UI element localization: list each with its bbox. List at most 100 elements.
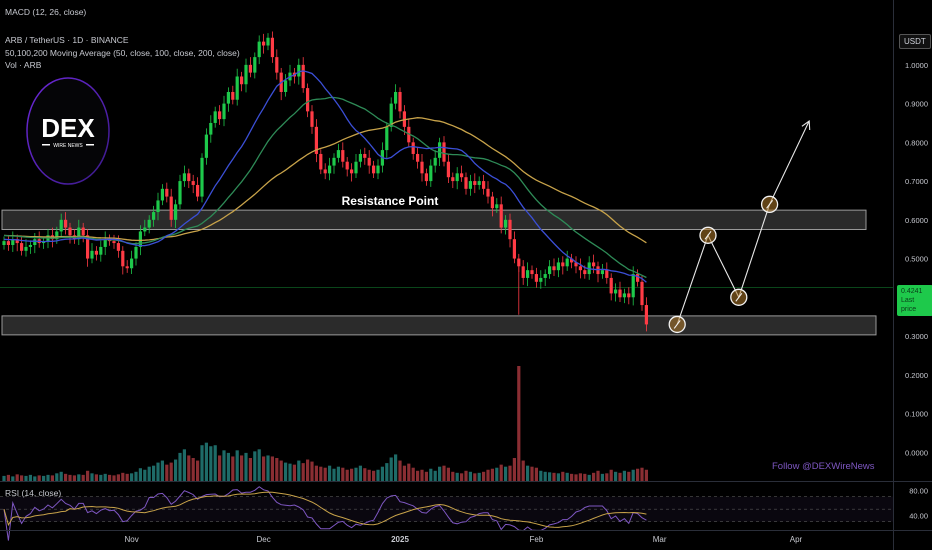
candle-body xyxy=(328,165,332,174)
candle-body xyxy=(477,181,481,185)
volume-bar xyxy=(596,470,600,481)
volume-bar xyxy=(204,442,208,481)
candle-body xyxy=(530,270,534,275)
volume-bar xyxy=(526,465,530,481)
volume-bar xyxy=(644,469,648,481)
y-tick-label: 0.6000 xyxy=(905,216,928,225)
x-tick-label: Nov xyxy=(124,535,138,544)
candle-body xyxy=(174,204,178,220)
candle-body xyxy=(310,111,314,127)
candle-body xyxy=(424,173,428,182)
candle-body xyxy=(508,219,512,240)
volume-bar xyxy=(451,471,455,481)
legend-macd[interactable]: MACD (12, 26, close) xyxy=(5,7,87,17)
legend-moving-average[interactable]: 50,100,200 Moving Average (50, close, 10… xyxy=(5,48,240,58)
candle-body xyxy=(2,241,6,245)
resistance-label: Resistance Point xyxy=(342,194,439,208)
volume-bar xyxy=(138,468,142,481)
volume-bar xyxy=(336,466,340,481)
projection-marker-stroke xyxy=(673,320,681,329)
candle-body xyxy=(209,122,213,135)
volume-bar xyxy=(622,470,626,481)
volume-bar xyxy=(570,473,574,481)
volume-bar xyxy=(292,464,296,481)
logo-wordmark: DEX xyxy=(41,113,95,143)
volume-bar xyxy=(486,469,490,481)
volume-bar xyxy=(473,473,477,481)
currency-badge[interactable]: USDT xyxy=(899,34,931,49)
volume-bar xyxy=(50,475,54,481)
volume-bar xyxy=(156,462,160,481)
candle-body xyxy=(204,134,208,158)
projection-marker-stroke xyxy=(704,230,712,240)
x-tick-label: Dec xyxy=(256,535,270,544)
price-axis-column[interactable] xyxy=(893,0,932,550)
candle-body xyxy=(323,169,327,174)
candle-body xyxy=(182,173,186,182)
volume-bar xyxy=(534,467,538,481)
candle-body xyxy=(20,243,24,251)
volume-bar xyxy=(438,466,442,481)
volume-bar xyxy=(72,475,76,481)
candle-body xyxy=(130,258,134,269)
candle-body xyxy=(614,289,618,294)
candle-body xyxy=(178,181,182,205)
candle-body xyxy=(354,161,358,174)
candle-body xyxy=(644,305,648,325)
candle-body xyxy=(284,80,288,92)
volume-bar xyxy=(574,474,578,481)
candle-body xyxy=(627,293,631,298)
candle-body xyxy=(94,250,98,255)
candle-body xyxy=(336,150,340,158)
volume-bar xyxy=(332,468,336,481)
volume-bar xyxy=(279,460,283,481)
candle-body xyxy=(600,270,604,275)
volume-bar xyxy=(94,474,98,481)
volume-bar xyxy=(477,472,481,481)
volume-bar xyxy=(165,464,169,481)
volume-bar xyxy=(398,460,402,481)
volume-bar xyxy=(631,469,635,481)
volume-bar xyxy=(499,464,503,481)
candle-body xyxy=(134,246,138,259)
volume-bar xyxy=(420,469,424,481)
volume-bar xyxy=(636,468,640,481)
x-tick-label: Apr xyxy=(790,535,803,544)
candle-body xyxy=(266,37,270,46)
rsi-pane xyxy=(0,486,893,541)
legend-volume[interactable]: Vol · ARB xyxy=(5,60,42,70)
volume-bar xyxy=(583,473,587,481)
volume-bar xyxy=(284,462,288,481)
candle-body xyxy=(389,103,393,127)
candle-body xyxy=(455,173,459,182)
volume-bar xyxy=(68,474,72,481)
candle-body xyxy=(99,246,103,255)
volume-bar xyxy=(288,463,292,481)
volume-bar xyxy=(160,460,164,481)
candle-body xyxy=(33,239,37,245)
candle-body xyxy=(196,184,200,197)
volume-bar xyxy=(354,467,358,481)
y-tick-label: 0.5000 xyxy=(905,255,928,264)
volume-bar xyxy=(77,474,81,481)
volume-bar xyxy=(20,475,24,481)
candle-body xyxy=(213,111,217,123)
y-tick-label: 0.2000 xyxy=(905,371,928,380)
volume-bar xyxy=(587,474,591,481)
candle-series xyxy=(2,31,648,332)
volume-bar xyxy=(59,471,63,481)
volume-bar xyxy=(306,459,310,481)
volume-bar xyxy=(81,474,85,481)
volume-bar xyxy=(407,463,411,481)
candle-body xyxy=(28,245,32,247)
legend-symbol[interactable]: ARB / TetherUS · 1D · BINANCE xyxy=(5,35,129,45)
time-axis: Nov Dec 2025 Feb Mar Apr xyxy=(124,535,802,544)
legend-rsi[interactable]: RSI (14, close) xyxy=(5,488,62,498)
moving-averages xyxy=(3,70,647,283)
y-tick-label: 1.0000 xyxy=(905,61,928,70)
candle-body xyxy=(319,153,323,170)
volume-bar xyxy=(200,445,204,481)
volume-bar xyxy=(482,471,486,481)
candle-body xyxy=(543,274,547,278)
